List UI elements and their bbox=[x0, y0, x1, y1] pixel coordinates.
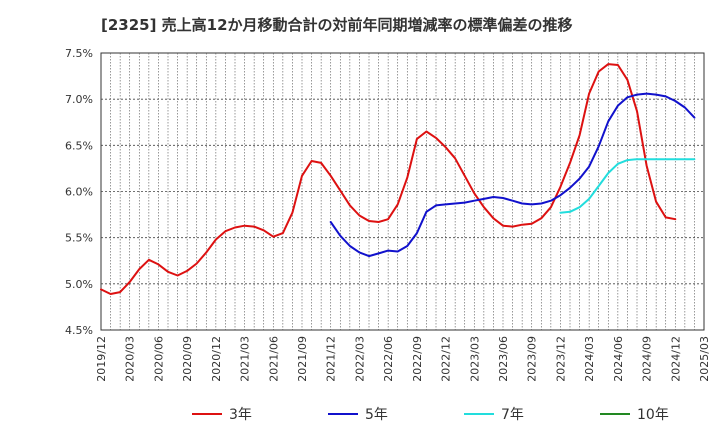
legend-label: 10年 bbox=[637, 407, 669, 423]
x-tick-label: 2023/12 bbox=[554, 336, 567, 382]
x-tick-label: 2022/03 bbox=[353, 336, 366, 382]
x-tick-label: 2020/09 bbox=[181, 336, 194, 382]
chart-title: [2325] 売上高12か月移動合計の対前年同期増減率の標準偏差の推移 bbox=[101, 16, 573, 34]
x-tick-label: 2025/03 bbox=[698, 336, 711, 382]
y-tick-label: 5.0% bbox=[65, 278, 93, 291]
x-tick-label: 2024/12 bbox=[669, 336, 682, 382]
y-tick-label: 4.5% bbox=[65, 324, 93, 337]
x-tick-label: 2020/06 bbox=[152, 336, 165, 382]
x-tick-label: 2020/03 bbox=[124, 336, 137, 382]
x-tick-label: 2021/12 bbox=[325, 336, 338, 382]
y-tick-label: 5.5% bbox=[65, 232, 93, 245]
y-tick-label: 6.5% bbox=[65, 139, 93, 152]
y-tick-label: 7.5% bbox=[65, 47, 93, 60]
x-tick-label: 2023/06 bbox=[497, 336, 510, 382]
legend: 3年 5年 7年 10年 bbox=[192, 407, 669, 423]
x-tick-label: 2021/06 bbox=[267, 336, 280, 382]
series-line bbox=[559, 158, 696, 214]
legend-label: 5年 bbox=[365, 407, 388, 423]
x-tick-label: 2024/06 bbox=[612, 336, 625, 382]
x-tick-label: 2022/12 bbox=[440, 336, 453, 382]
axis-layer: 7.5% 7.0% 6.5% 6.0% 5.5% 5.0% 4.5%2019/12 2020/… bbox=[65, 47, 711, 382]
x-tick-label: 2021/09 bbox=[296, 336, 309, 382]
x-tick-label: 2019/12 bbox=[95, 336, 108, 382]
x-tick-label: 2024/03 bbox=[583, 336, 596, 382]
legend-label: 3年 bbox=[229, 407, 252, 423]
legend-label: 7年 bbox=[501, 407, 524, 423]
x-tick-label: 2023/09 bbox=[526, 336, 539, 382]
x-tick-label: 2020/12 bbox=[210, 336, 223, 382]
series-layer bbox=[100, 63, 696, 295]
x-tick-label: 2024/09 bbox=[641, 336, 654, 382]
series-line bbox=[329, 92, 696, 258]
series-line bbox=[100, 63, 677, 295]
y-tick-label: 7.0% bbox=[65, 93, 93, 106]
x-tick-label: 2022/06 bbox=[382, 336, 395, 382]
x-tick-label: 2022/09 bbox=[411, 336, 424, 382]
y-tick-label: 6.0% bbox=[65, 186, 93, 199]
x-tick-label: 2023/03 bbox=[468, 336, 481, 382]
x-tick-label: 2021/03 bbox=[239, 336, 252, 382]
